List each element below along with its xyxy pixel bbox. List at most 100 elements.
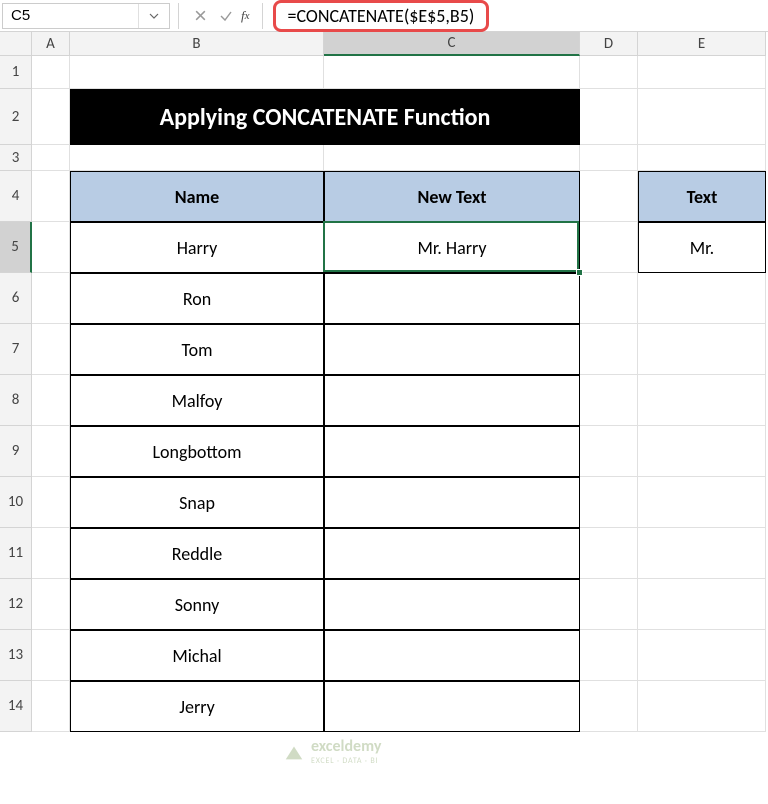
table-header-new-text[interactable]: New Text [324,171,580,222]
cell[interactable] [70,145,324,171]
cell[interactable] [32,579,70,630]
table-cell-newtext[interactable]: Mr. Harry [324,222,580,273]
insert-function-button[interactable]: fx [241,8,250,24]
cell[interactable] [32,171,70,222]
table-cell-newtext[interactable] [324,579,580,630]
cell[interactable] [580,426,638,477]
cell[interactable] [638,426,766,477]
row-header-13[interactable]: 13 [0,630,32,681]
cell[interactable] [70,56,324,89]
row-header-1[interactable]: 1 [0,56,32,89]
row-header-12[interactable]: 12 [0,579,32,630]
cell[interactable] [580,477,638,528]
cell[interactable] [638,145,766,171]
row-header-9[interactable]: 9 [0,426,32,477]
cell[interactable] [638,324,766,375]
table-cell-name[interactable]: Harry [70,222,324,273]
cell[interactable] [32,145,70,171]
sheet-row: Ron [32,273,766,324]
table-cell-name[interactable]: Ron [70,273,324,324]
cell[interactable] [324,145,580,171]
fill-handle[interactable] [576,269,583,276]
cell[interactable] [580,171,638,222]
table-cell-newtext[interactable] [324,528,580,579]
column-header-C[interactable]: C [324,32,580,56]
sheet-row: Michal [32,630,766,681]
name-box-dropdown-button[interactable] [138,4,168,28]
select-all-corner[interactable] [0,32,32,56]
table-cell-newtext[interactable] [324,477,580,528]
row-header-3[interactable]: 3 [0,145,32,171]
cell[interactable] [32,375,70,426]
cell[interactable] [580,89,638,145]
table-cell-name[interactable]: Tom [70,324,324,375]
row-header-2[interactable]: 2 [0,89,32,145]
table-cell-name[interactable]: Jerry [70,681,324,732]
cell[interactable] [580,56,638,89]
sheet-row: Jerry [32,681,766,732]
enter-formula-button[interactable] [213,3,239,29]
row-header-5[interactable]: 5 [0,222,32,273]
row-header-4[interactable]: 4 [0,171,32,222]
row-header-14[interactable]: 14 [0,681,32,732]
table-cell-name[interactable]: Snap [70,477,324,528]
column-header-D[interactable]: D [580,32,638,56]
cell[interactable] [638,579,766,630]
cell[interactable] [580,324,638,375]
cell[interactable] [638,375,766,426]
table-cell-newtext[interactable] [324,273,580,324]
column-header-B[interactable]: B [70,32,324,56]
column-header-E[interactable]: E [638,32,766,56]
cell[interactable] [32,426,70,477]
cell[interactable] [32,528,70,579]
row-header-11[interactable]: 11 [0,528,32,579]
table-cell-newtext[interactable] [324,426,580,477]
cell[interactable] [32,681,70,732]
cell[interactable] [32,477,70,528]
table-cell-name[interactable]: Malfoy [70,375,324,426]
table-cell-newtext[interactable] [324,681,580,732]
name-box-input[interactable] [3,4,138,28]
row-header-8[interactable]: 8 [0,375,32,426]
column-header-A[interactable]: A [32,32,70,56]
table-header-text[interactable]: Text [638,171,766,222]
cell[interactable] [580,579,638,630]
cell[interactable] [32,222,70,273]
row-header-10[interactable]: 10 [0,477,32,528]
cell[interactable] [580,528,638,579]
table-cell-text[interactable]: Mr. [638,222,766,273]
cell[interactable] [638,56,766,89]
cell[interactable] [638,273,766,324]
table-cell-newtext[interactable] [324,375,580,426]
cell[interactable] [638,681,766,732]
table-cell-newtext[interactable] [324,630,580,681]
cell[interactable] [32,324,70,375]
cell[interactable] [580,222,638,273]
cell[interactable] [638,477,766,528]
table-cell-name[interactable]: Reddle [70,528,324,579]
cell[interactable] [580,145,638,171]
cell[interactable] [638,630,766,681]
table-header-name[interactable]: Name [70,171,324,222]
cell[interactable] [324,56,580,89]
cancel-formula-button[interactable] [187,3,213,29]
sheet-row: Snap [32,477,766,528]
table-cell-newtext[interactable] [324,324,580,375]
cell[interactable] [580,681,638,732]
sheet-row: HarryMr. Harry Mr. [32,222,766,273]
cell[interactable] [580,273,638,324]
cell[interactable] [638,89,766,145]
cell[interactable] [580,375,638,426]
table-cell-name[interactable]: Longbottom [70,426,324,477]
cell[interactable] [32,56,70,89]
formula-input[interactable]: =CONCATENATE($E$5,B5) [273,0,490,32]
cell[interactable] [32,89,70,145]
cell[interactable] [32,273,70,324]
row-header-6[interactable]: 6 [0,273,32,324]
table-cell-name[interactable]: Michal [70,630,324,681]
table-cell-name[interactable]: Sonny [70,579,324,630]
cell[interactable] [580,630,638,681]
cell[interactable] [638,528,766,579]
row-header-7[interactable]: 7 [0,324,32,375]
cell[interactable] [32,630,70,681]
